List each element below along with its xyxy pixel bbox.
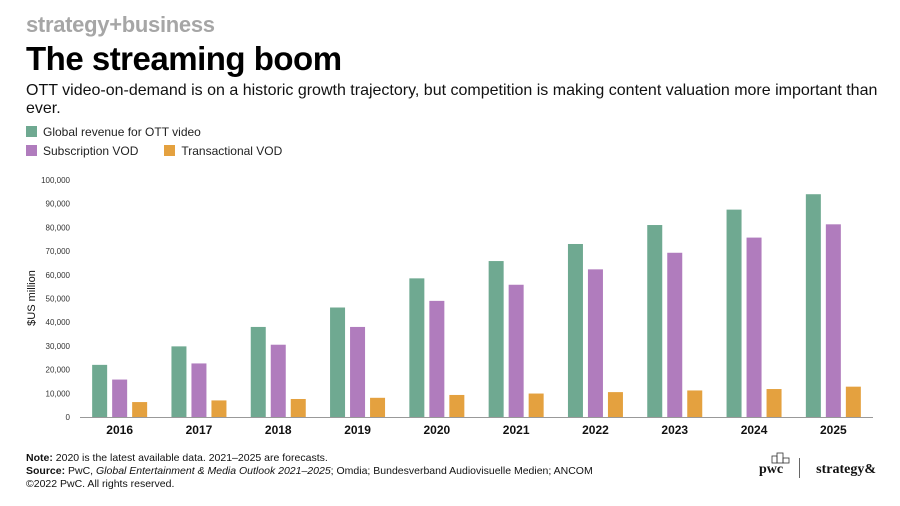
legend-swatch-tvod — [164, 145, 176, 156]
bar-global — [92, 364, 108, 417]
y-tick-label: 50,000 — [46, 295, 71, 304]
page-title: The streaming boom — [26, 40, 342, 77]
y-tick-label: 10,000 — [46, 389, 71, 398]
bar-svod — [587, 269, 603, 417]
source-text-b: ; Omdia; Bundesverband Audiovisuelle Med… — [330, 465, 593, 477]
bar-global — [567, 243, 583, 417]
bar-global — [171, 346, 187, 417]
bar-global — [726, 209, 742, 417]
bar-tvod — [370, 397, 386, 417]
source-text-a: PwC, — [65, 465, 97, 477]
bar-svod — [508, 284, 524, 417]
pwc-logo: pwc — [759, 452, 790, 478]
bar-global — [409, 278, 425, 417]
y-tick-label: 90,000 — [46, 200, 71, 209]
x-tick-label: 2025 — [820, 423, 847, 437]
bar-tvod — [449, 394, 465, 417]
note-text: 2020 is the latest available data. 2021–… — [52, 452, 328, 464]
x-tick-label: 2020 — [423, 423, 450, 437]
x-tick-label: 2018 — [265, 423, 292, 437]
bar-tvod — [132, 402, 148, 417]
bar-tvod — [290, 398, 306, 417]
bar-global — [330, 307, 346, 417]
note-line: Note: 2020 is the latest available data.… — [26, 452, 593, 465]
bar-global — [647, 225, 663, 417]
bar-global — [250, 326, 266, 417]
x-tick-label: 2022 — [582, 423, 609, 437]
chart-legend: Global revenue for OTT video Subscriptio… — [26, 122, 308, 160]
y-tick-label: 20,000 — [46, 366, 71, 375]
y-axis-label: $US million — [26, 270, 38, 326]
y-tick-label: 80,000 — [46, 223, 71, 232]
source-line: Source: PwC, Global Entertainment & Medi… — [26, 465, 593, 478]
y-tick-label: 0 — [66, 413, 71, 422]
x-tick-label: 2023 — [661, 423, 688, 437]
y-axis-ticks: 0 10,000 20,000 30,000 40,000 50,000 60,000 70,… — [41, 176, 70, 422]
y-tick-label: 40,000 — [46, 318, 71, 327]
x-tick-label: 2024 — [741, 423, 768, 437]
bar-svod — [825, 224, 841, 417]
legend-swatch-global — [26, 126, 37, 137]
bar-svod — [191, 363, 207, 417]
source-italic: Global Entertainment & Media Outlook 202… — [96, 465, 331, 477]
y-tick-label: 100,000 — [41, 176, 70, 185]
logo-divider — [799, 458, 801, 478]
bar-tvod — [528, 393, 544, 417]
bar-global — [805, 194, 821, 417]
bars-group — [92, 194, 861, 417]
y-axis-label-group: $US million — [26, 270, 38, 326]
bar-svod — [350, 326, 366, 417]
note-label: Note: — [26, 452, 53, 464]
strategy-and-logo: strategy& — [816, 462, 876, 477]
legend-item-tvod: Transactional VOD — [164, 144, 282, 158]
x-axis-labels: 2016 2017 2018 2019 2020 2021 2022 2023 2024 2025 — [106, 423, 847, 437]
pwc-logo-icon — [771, 452, 790, 464]
bar-tvod — [211, 400, 227, 417]
legend-item-global: Global revenue for OTT video — [26, 125, 201, 139]
page-subtitle: OTT video-on-demand is on a historic gro… — [26, 82, 878, 117]
copyright: ©2022 PwC. All rights reserved. — [26, 478, 175, 490]
legend-label-svod: Subscription VOD — [43, 143, 139, 158]
y-tick-label: 60,000 — [46, 271, 71, 280]
bar-svod — [270, 344, 286, 417]
bar-tvod — [687, 390, 703, 417]
legend-label-tvod: Transactional VOD — [181, 143, 283, 158]
y-tick-label: 70,000 — [46, 247, 71, 256]
x-tick-label: 2021 — [503, 423, 530, 437]
legend-label-global: Global revenue for OTT video — [43, 124, 201, 139]
brand-logo-text: strategy+business — [26, 12, 215, 37]
source-label: Source: — [26, 465, 66, 477]
x-tick-label: 2016 — [106, 423, 133, 437]
bar-svod — [429, 300, 445, 417]
y-tick-label: 30,000 — [46, 342, 71, 351]
bar-svod — [112, 379, 128, 417]
legend-item-svod: Subscription VOD — [26, 144, 138, 158]
x-tick-label: 2017 — [186, 423, 213, 437]
bar-svod — [746, 237, 762, 417]
pwc-logo-text: pwc — [759, 462, 784, 477]
bar-tvod — [766, 389, 782, 417]
legend-swatch-svod — [26, 145, 37, 156]
bar-global — [488, 261, 504, 417]
x-tick-label: 2019 — [344, 423, 371, 437]
footnotes: Note: 2020 is the latest available data.… — [26, 452, 593, 491]
bar-svod — [667, 252, 683, 417]
bar-tvod — [607, 392, 623, 417]
bar-tvod — [845, 386, 861, 417]
footer-logos: pwc strategy& — [759, 452, 876, 478]
